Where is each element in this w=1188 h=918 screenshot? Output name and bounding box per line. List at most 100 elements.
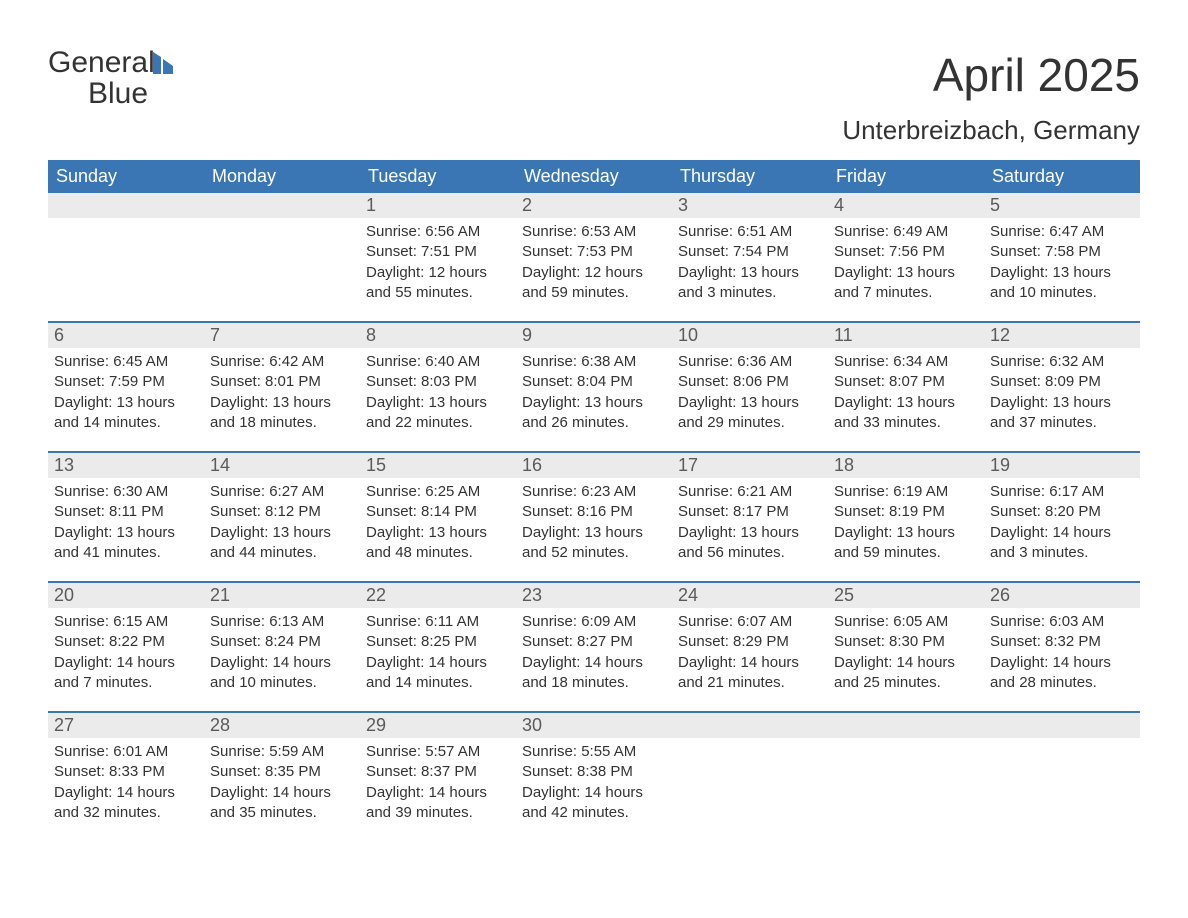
sunrise-line: Sunrise: 6:30 AM: [54, 482, 198, 502]
daylight-line-2: and 18 minutes.: [522, 673, 666, 693]
daylight-line-1: Daylight: 13 hours: [678, 393, 822, 413]
day-number: 9: [516, 323, 672, 348]
day-cell: 25Sunrise: 6:05 AMSunset: 8:30 PMDayligh…: [828, 583, 984, 711]
day-content: Sunrise: 6:45 AMSunset: 7:59 PMDaylight:…: [48, 352, 204, 433]
sunset-line: Sunset: 8:22 PM: [54, 632, 198, 652]
daylight-line-1: Daylight: 14 hours: [990, 653, 1134, 673]
sunrise-line: Sunrise: 6:51 AM: [678, 222, 822, 242]
day-cell: 28Sunrise: 5:59 AMSunset: 8:35 PMDayligh…: [204, 713, 360, 841]
day-number: 2: [516, 193, 672, 218]
sunset-line: Sunset: 7:51 PM: [366, 242, 510, 262]
daylight-line-2: and 7 minutes.: [834, 283, 978, 303]
day-content: Sunrise: 6:23 AMSunset: 8:16 PMDaylight:…: [516, 482, 672, 563]
day-content: Sunrise: 6:01 AMSunset: 8:33 PMDaylight:…: [48, 742, 204, 823]
day-number: 11: [828, 323, 984, 348]
sunset-line: Sunset: 8:25 PM: [366, 632, 510, 652]
daylight-line-2: and 41 minutes.: [54, 543, 198, 563]
sunrise-line: Sunrise: 6:09 AM: [522, 612, 666, 632]
daylight-line-1: Daylight: 14 hours: [522, 653, 666, 673]
logo-word-blue: Blue: [88, 77, 148, 110]
day-cell: 14Sunrise: 6:27 AMSunset: 8:12 PMDayligh…: [204, 453, 360, 581]
day-content: Sunrise: 6:53 AMSunset: 7:53 PMDaylight:…: [516, 222, 672, 303]
sunrise-line: Sunrise: 6:15 AM: [54, 612, 198, 632]
day-number: 12: [984, 323, 1140, 348]
day-cell: 8Sunrise: 6:40 AMSunset: 8:03 PMDaylight…: [360, 323, 516, 451]
day-number: 27: [48, 713, 204, 738]
day-content: Sunrise: 6:07 AMSunset: 8:29 PMDaylight:…: [672, 612, 828, 693]
day-cell: 15Sunrise: 6:25 AMSunset: 8:14 PMDayligh…: [360, 453, 516, 581]
weekday-sunday: Sunday: [48, 160, 204, 193]
day-number: 16: [516, 453, 672, 478]
day-cell: 6 Sunrise: 6:45 AMSunset: 7:59 PMDaylight…: [48, 323, 204, 451]
day-cell: 12Sunrise: 6:32 AMSunset: 8:09 PMDayligh…: [984, 323, 1140, 451]
day-content: Sunrise: 6:19 AMSunset: 8:19 PMDaylight:…: [828, 482, 984, 563]
sunrise-line: Sunrise: 6:40 AM: [366, 352, 510, 372]
weekday-friday: Friday: [828, 160, 984, 193]
weekday-thursday: Thursday: [672, 160, 828, 193]
day-cell: 22Sunrise: 6:11 AMSunset: 8:25 PMDayligh…: [360, 583, 516, 711]
weekday-header-row: Sunday Monday Tuesday Wednesday Thursday…: [48, 160, 1140, 193]
week-row: 1Sunrise: 6:56 AMSunset: 7:51 PMDaylight…: [48, 193, 1140, 321]
day-content: Sunrise: 6:17 AMSunset: 8:20 PMDaylight:…: [984, 482, 1140, 563]
daylight-line-2: and 3 minutes.: [678, 283, 822, 303]
daylight-line-1: Daylight: 14 hours: [834, 653, 978, 673]
day-content: Sunrise: 6:36 AMSunset: 8:06 PMDaylight:…: [672, 352, 828, 433]
daylight-line-2: and 25 minutes.: [834, 673, 978, 693]
daylight-line-2: and 3 minutes.: [990, 543, 1134, 563]
day-content: Sunrise: 6:56 AMSunset: 7:51 PMDaylight:…: [360, 222, 516, 303]
day-number: 5: [984, 193, 1140, 218]
sunrise-line: Sunrise: 6:56 AM: [366, 222, 510, 242]
day-content: Sunrise: 6:42 AMSunset: 8:01 PMDaylight:…: [204, 352, 360, 433]
sunset-line: Sunset: 8:06 PM: [678, 372, 822, 392]
sunrise-line: Sunrise: 6:05 AM: [834, 612, 978, 632]
sunset-line: Sunset: 8:07 PM: [834, 372, 978, 392]
day-number: 14: [204, 453, 360, 478]
day-content: Sunrise: 6:40 AMSunset: 8:03 PMDaylight:…: [360, 352, 516, 433]
daylight-line-2: and 10 minutes.: [210, 673, 354, 693]
day-content: Sunrise: 5:59 AMSunset: 8:35 PMDaylight:…: [204, 742, 360, 823]
day-content: Sunrise: 6:11 AMSunset: 8:25 PMDaylight:…: [360, 612, 516, 693]
day-number: 20: [48, 583, 204, 608]
sunrise-line: Sunrise: 5:57 AM: [366, 742, 510, 762]
sunrise-line: Sunrise: 6:47 AM: [990, 222, 1134, 242]
daylight-line-2: and 37 minutes.: [990, 413, 1134, 433]
day-cell: 29Sunrise: 5:57 AMSunset: 8:37 PMDayligh…: [360, 713, 516, 841]
daylight-line-1: Daylight: 14 hours: [210, 653, 354, 673]
sunrise-line: Sunrise: 6:07 AM: [678, 612, 822, 632]
sunset-line: Sunset: 8:09 PM: [990, 372, 1134, 392]
sunset-line: Sunset: 8:12 PM: [210, 502, 354, 522]
daylight-line-2: and 39 minutes.: [366, 803, 510, 823]
sunset-line: Sunset: 7:54 PM: [678, 242, 822, 262]
daylight-line-1: Daylight: 13 hours: [834, 523, 978, 543]
daylight-line-2: and 44 minutes.: [210, 543, 354, 563]
daylight-line-1: Daylight: 14 hours: [366, 653, 510, 673]
day-number: [48, 193, 204, 218]
daylight-line-1: Daylight: 13 hours: [54, 393, 198, 413]
day-number: 26: [984, 583, 1140, 608]
day-number: [672, 713, 828, 738]
day-cell: 4Sunrise: 6:49 AMSunset: 7:56 PMDaylight…: [828, 193, 984, 321]
daylight-line-2: and 14 minutes.: [366, 673, 510, 693]
day-content: Sunrise: 6:09 AMSunset: 8:27 PMDaylight:…: [516, 612, 672, 693]
sunset-line: Sunset: 8:37 PM: [366, 762, 510, 782]
sunrise-line: Sunrise: 6:13 AM: [210, 612, 354, 632]
sunrise-line: Sunrise: 6:03 AM: [990, 612, 1134, 632]
day-number: 6: [48, 323, 204, 348]
sunset-line: Sunset: 8:11 PM: [54, 502, 198, 522]
day-content: Sunrise: 5:55 AMSunset: 8:38 PMDaylight:…: [516, 742, 672, 823]
daylight-line-1: Daylight: 12 hours: [522, 263, 666, 283]
sunset-line: Sunset: 8:03 PM: [366, 372, 510, 392]
day-cell: [828, 713, 984, 841]
day-number: 25: [828, 583, 984, 608]
day-number: [204, 193, 360, 218]
day-number: 24: [672, 583, 828, 608]
day-cell: 26Sunrise: 6:03 AMSunset: 8:32 PMDayligh…: [984, 583, 1140, 711]
weekday-saturday: Saturday: [984, 160, 1140, 193]
day-cell: 5Sunrise: 6:47 AMSunset: 7:58 PMDaylight…: [984, 193, 1140, 321]
daylight-line-1: Daylight: 13 hours: [990, 263, 1134, 283]
day-content: Sunrise: 6:49 AMSunset: 7:56 PMDaylight:…: [828, 222, 984, 303]
daylight-line-2: and 28 minutes.: [990, 673, 1134, 693]
sunrise-line: Sunrise: 6:23 AM: [522, 482, 666, 502]
day-number: 23: [516, 583, 672, 608]
weekday-tuesday: Tuesday: [360, 160, 516, 193]
